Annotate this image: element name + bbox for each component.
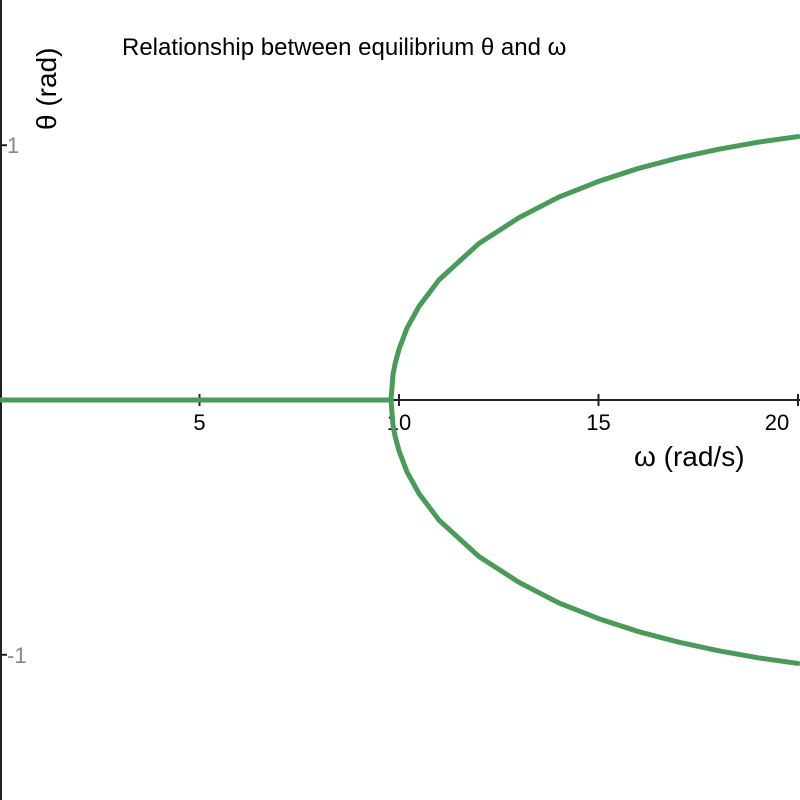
x-tick-label: 5 [193,410,205,435]
series-line-3 [388,397,800,666]
ticks: 5 10 15 201-1 [0,133,799,668]
x-tick-label: 20 [765,410,789,435]
y-axis-title: θ (rad) [31,48,62,130]
x-tick-label: 15 [586,410,610,435]
y-tick-label: 1 [7,133,19,158]
curves [0,134,800,666]
series-line-2 [388,134,800,403]
x-axis-title: ω (rad/s) [634,441,745,472]
y-tick-label: -1 [7,643,27,668]
chart-title: Relationship between equilibrium θ and ω [122,34,566,61]
